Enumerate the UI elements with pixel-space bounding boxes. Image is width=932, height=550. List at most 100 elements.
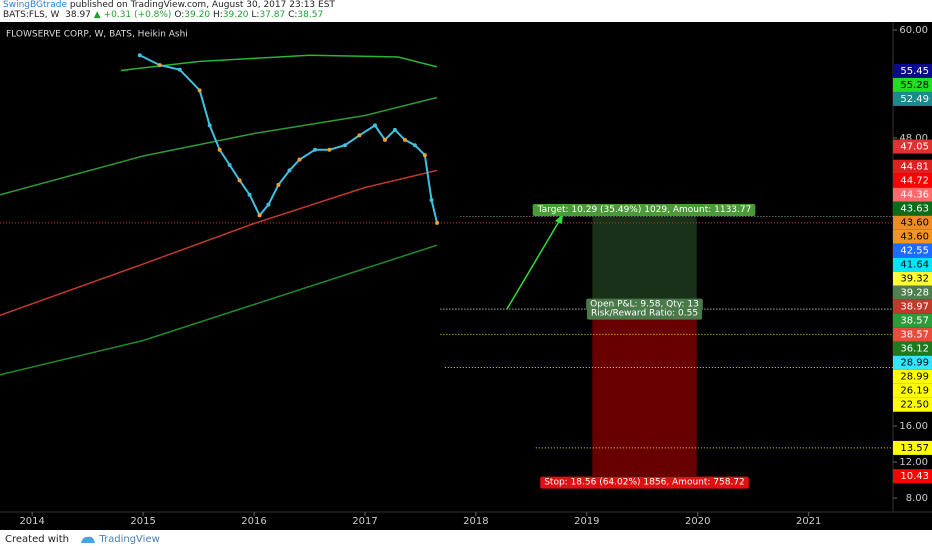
chart: FLOWSERVE CORP, W, BATS, Heikin Ashi 60.…: [0, 22, 932, 530]
price-tag: [893, 440, 932, 455]
o-value: 39.20: [184, 10, 211, 20]
price-point: [422, 153, 427, 158]
price-tag-label: 39.28: [900, 288, 929, 299]
last: 38.97: [65, 10, 91, 20]
c-label: C:: [288, 10, 298, 20]
price-tag-label: 28.99: [900, 372, 929, 383]
price-tag-label: 47.05: [900, 142, 929, 153]
x-tick-label: 2016: [241, 516, 266, 527]
price-tag-label: 28.99: [900, 358, 929, 369]
price-point: [266, 202, 271, 207]
price-tag: [893, 243, 932, 258]
profit-zone: [592, 216, 697, 310]
price-tag: [893, 313, 932, 328]
price-tag-label: 43.60: [900, 232, 929, 243]
price-point: [313, 147, 318, 152]
x-tick-label: 2019: [574, 516, 599, 527]
stop-label: Stop: 18.56 (64.02%) 1856, Amount: 758.7…: [544, 478, 745, 488]
arrow-head: [555, 214, 563, 224]
price-point: [247, 192, 252, 197]
price-tag-label: 43.60: [900, 218, 929, 229]
price-point: [257, 213, 262, 218]
change-value: +0.31 (+0.8%): [103, 10, 172, 20]
x-tick-label: 2015: [130, 516, 155, 527]
y-tick-label: 8.00: [906, 493, 928, 504]
plot: 60.0052.0048.0016.0012.008.0020142015201…: [0, 25, 932, 527]
price-tag-label: 38.57: [900, 316, 929, 327]
price-tag-label: 39.32: [900, 274, 929, 285]
price-point: [197, 88, 202, 93]
price-tag-label: 26.19: [900, 386, 929, 397]
moving-average: [0, 96, 438, 196]
price-tag-label: 38.57: [900, 330, 929, 341]
price-point: [435, 220, 440, 225]
price-tag: [893, 63, 932, 78]
h-value: 39.20: [222, 10, 249, 20]
price-tag-label: 13.57: [900, 443, 929, 454]
price-tag: [893, 469, 932, 484]
y-tick-label: 16.00: [899, 421, 928, 432]
h-label: H:: [212, 10, 223, 20]
y-tick-label: 60.00: [899, 25, 928, 36]
header: SwingBGtrade published on TradingView.co…: [0, 0, 932, 22]
price-point: [157, 63, 162, 68]
change: ▲ +0.31 (+0.8%): [93, 10, 172, 20]
l-label: L:: [251, 10, 260, 20]
price-tag: [893, 327, 932, 342]
price-tag: [893, 383, 932, 398]
brand: TradingView: [99, 534, 160, 545]
quote-line: BATS:FLS, W 38.97 ▲ +0.31 (+0.8%) O:39.2…: [0, 10, 932, 20]
price-tag: [893, 229, 932, 244]
price-tag-label: 10.43: [900, 471, 929, 482]
price-point: [429, 198, 434, 203]
price-point: [357, 133, 362, 138]
logo: [81, 536, 96, 543]
o-label: O:: [174, 10, 185, 20]
price-point: [392, 127, 397, 132]
price-point: [137, 53, 142, 58]
price-tag: [893, 341, 932, 356]
price-tag-label: 52.49: [900, 94, 929, 105]
price-tag-label: 41.64: [900, 260, 929, 271]
price-point: [287, 168, 292, 173]
publisher: SwingBGtrade: [3, 0, 67, 10]
price-tag-label: 43.63: [900, 204, 929, 215]
price-tag: [893, 271, 932, 286]
price-tag-label: 55.45: [900, 66, 929, 77]
target-label-bg: [532, 203, 756, 216]
price-tag: [893, 369, 932, 384]
price-line: [139, 54, 439, 224]
price-tag-label: 44.72: [900, 176, 929, 187]
price-tag: [893, 285, 932, 300]
price-tag-label: 22.50: [900, 400, 929, 411]
price-point: [227, 163, 232, 168]
footer: Created with TradingView: [0, 530, 932, 550]
price-point: [372, 123, 377, 128]
arrow: [506, 217, 562, 310]
price-point: [207, 123, 212, 128]
symbol: BATS:FLS, W: [3, 10, 60, 20]
price-tag: [893, 397, 932, 412]
price-point: [382, 137, 387, 142]
x-tick-label: 2020: [685, 516, 710, 527]
chart-title: FLOWSERVE CORP, W, BATS, Heikin Ashi: [6, 30, 188, 40]
target-label: Target: 10.29 (35.49%) 1029, Amount: 113…: [537, 205, 752, 215]
price-tag-label: 42.55: [900, 246, 929, 257]
price-point: [402, 137, 407, 142]
price-tag: [893, 299, 932, 314]
price-point: [412, 143, 417, 148]
price-point: [237, 178, 242, 183]
pnl-label: Open P&L: 9.58, Qty: 13: [590, 300, 699, 310]
price-tag: [893, 77, 932, 92]
price-tag: [893, 201, 932, 216]
publish-line: SwingBGtrade published on TradingView.co…: [0, 0, 932, 10]
moving-average: [0, 169, 438, 317]
x-tick-label: 2021: [796, 516, 821, 527]
price-tag: [893, 159, 932, 174]
price-point: [276, 182, 281, 187]
price-tag: [893, 173, 932, 188]
price-tag-label: 55.28: [900, 80, 929, 91]
rr-label: Risk/Reward Ratio: 0.55: [591, 309, 698, 319]
y-tick-label: 12.00: [899, 457, 928, 468]
l-value: 37.87: [259, 10, 286, 20]
